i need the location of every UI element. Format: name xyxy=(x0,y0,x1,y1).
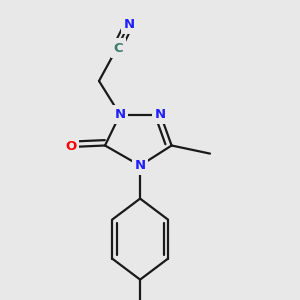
Text: N: N xyxy=(155,108,166,121)
Text: O: O xyxy=(65,140,77,154)
Text: C: C xyxy=(113,40,124,56)
Text: N: N xyxy=(114,107,126,122)
Text: O: O xyxy=(65,140,77,154)
Text: N: N xyxy=(154,107,167,122)
Text: N: N xyxy=(123,17,135,31)
Text: C: C xyxy=(114,41,123,55)
Text: N: N xyxy=(123,16,135,32)
Text: N: N xyxy=(114,108,126,121)
Text: N: N xyxy=(134,159,146,172)
Text: N: N xyxy=(134,158,146,173)
